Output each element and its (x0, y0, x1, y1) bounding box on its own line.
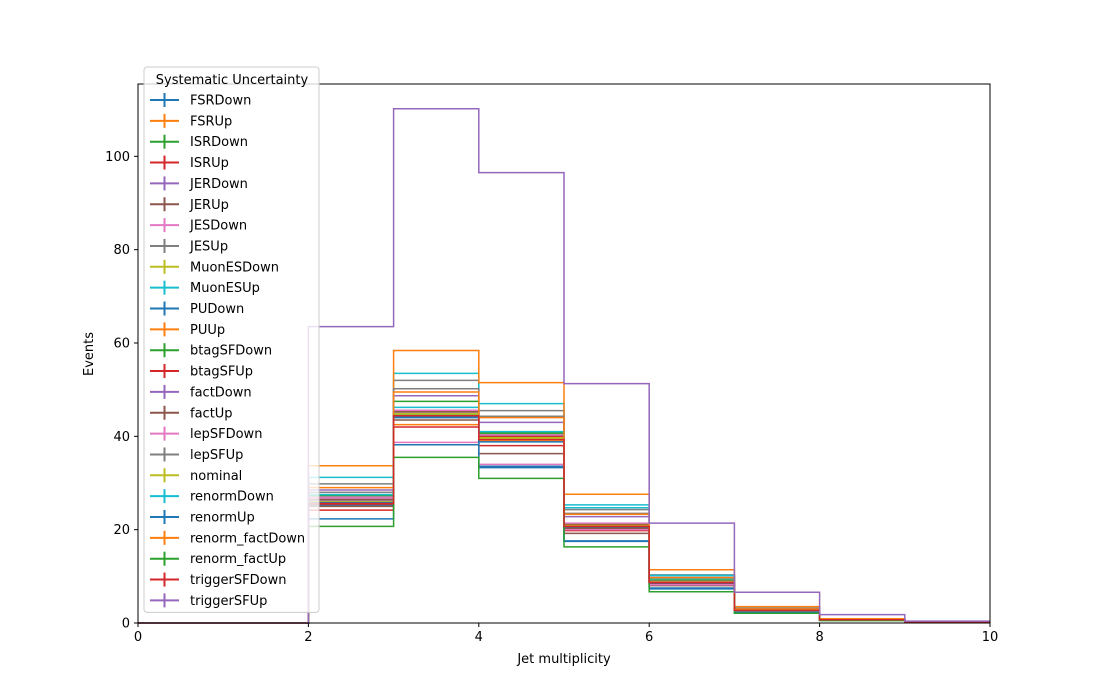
legend-item-btagSFUp: btagSFUp (150, 364, 253, 380)
legend-item-FSRDown: FSRDown (150, 93, 251, 109)
legend-item-lepSFDown: lepSFDown (150, 426, 262, 442)
plot-frame (137, 83, 991, 624)
legend-label: ISRDown (190, 135, 248, 150)
legend-label: renormDown (190, 490, 274, 505)
legend-label: btagSFDown (190, 344, 272, 359)
legend-item-renorm_factUp: renorm_factUp (150, 551, 286, 567)
x-tick-label: 2 (304, 630, 312, 645)
y-tick-label: 20 (113, 523, 130, 538)
axes (134, 83, 991, 627)
legend-label: lepSFDown (190, 427, 262, 442)
legend-item-ISRUp: ISRUp (150, 155, 229, 171)
y-tick-label: 100 (105, 150, 130, 165)
legend: Systematic Uncertainty FSRDown FSRUp ISRDow… (143, 66, 320, 613)
legend-item-PUUp: PUUp (150, 322, 225, 338)
legend-item-factDown: factDown (150, 384, 252, 400)
legend-label: btagSFUp (190, 365, 253, 380)
legend-item-JESDown: JESDown (150, 218, 247, 234)
legend-item-PUDown: PUDown (150, 301, 244, 317)
legend-item-triggerSFDown: triggerSFDown (150, 572, 286, 588)
x-tick-label: 4 (475, 630, 483, 645)
legend-label: renorm_factUp (190, 552, 286, 567)
y-axis-label: Events (82, 332, 97, 376)
legend-item-renorm_factDown: renorm_factDown (150, 530, 305, 546)
legend-label: JESUp (189, 239, 228, 254)
y-tick-label: 60 (113, 337, 130, 352)
legend-label: MuonESDown (190, 260, 279, 275)
legend-item-renormUp: renormUp (150, 510, 255, 526)
x-tick-label: 6 (645, 630, 653, 645)
legend-label: nominal (190, 469, 242, 484)
legend-item-nominal: nominal (150, 468, 242, 484)
legend-item-factUp: factUp (150, 405, 233, 421)
legend-label: PUDown (190, 302, 244, 317)
legend-label: lepSFUp (190, 448, 243, 463)
legend-item-MuonESDown: MuonESDown (150, 259, 279, 275)
x-axis-label: Jet multiplicity (516, 652, 611, 667)
legend-item-triggerSFUp: triggerSFUp (150, 593, 267, 609)
legend-item-JERDown: JERDown (150, 176, 248, 192)
legend-label: factDown (190, 385, 252, 400)
legend-item-lepSFUp: lepSFUp (150, 447, 243, 463)
y-tick-label: 80 (113, 243, 130, 258)
legend-item-MuonESUp: MuonESUp (150, 280, 260, 296)
legend-item-JERUp: JERUp (150, 197, 229, 213)
legend-item-FSRUp: FSRUp (150, 113, 232, 129)
legend-item-btagSFDown: btagSFDown (150, 343, 272, 359)
legend-label: PUUp (190, 323, 225, 338)
legend-label: triggerSFUp (190, 594, 267, 609)
legend-label: FSRDown (190, 94, 251, 109)
legend-title: Systematic Uncertainty (156, 73, 309, 88)
legend-label: JERUp (189, 198, 229, 213)
legend-label: factUp (190, 406, 233, 421)
legend-label: FSRUp (190, 114, 232, 129)
legend-label: renorm_factDown (190, 531, 305, 546)
x-tick-label: 8 (815, 630, 823, 645)
legend-item-renormDown: renormDown (150, 489, 274, 505)
y-tick-label: 40 (113, 430, 130, 445)
legend-item-ISRDown: ISRDown (150, 134, 248, 150)
y-tick-label: 0 (122, 617, 130, 632)
x-tick-label: 0 (134, 630, 142, 645)
legend-label: triggerSFDown (190, 573, 286, 588)
legend-box (143, 66, 320, 613)
x-tick-label: 10 (982, 630, 999, 645)
legend-item-JESUp: JESUp (150, 238, 228, 254)
legend-label: JERDown (189, 177, 248, 192)
legend-label: MuonESUp (190, 281, 260, 296)
legend-label: renormUp (190, 511, 255, 526)
legend-label: ISRUp (190, 156, 229, 171)
legend-label: JESDown (189, 219, 247, 234)
